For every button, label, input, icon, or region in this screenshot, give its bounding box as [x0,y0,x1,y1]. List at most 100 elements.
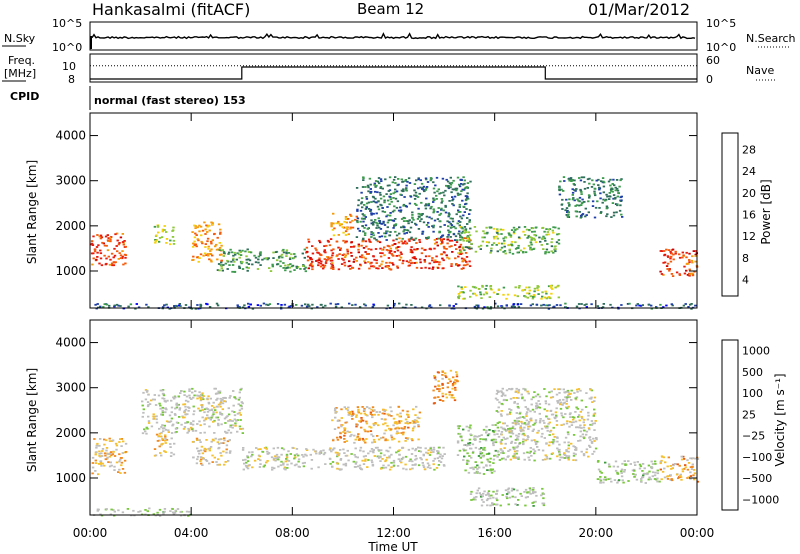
power-cell [240,262,243,265]
power-cell [467,231,471,234]
velocity-cell [430,449,433,451]
velocity-cell [669,465,672,467]
power-cell [403,196,406,198]
velocity-cell [223,400,226,402]
power-cell [650,304,653,307]
power-cell [192,242,195,245]
velocity-cell [556,447,559,450]
power-cell [289,270,292,273]
power-cell [330,249,333,252]
velocity-cell [155,433,159,436]
power-cell [593,192,596,195]
velocity-cell [585,392,588,394]
power-cell [276,303,280,305]
power-cell [565,198,568,201]
power-cell [405,187,408,189]
power-cell [441,234,445,237]
velocity-cell [368,407,371,410]
power-cell [323,258,326,260]
velocity-cell [440,457,444,460]
velocity-cell [208,449,211,452]
power-cell [392,239,395,242]
velocity-cell [357,408,360,411]
power-cell [361,213,364,215]
velocity-cell [503,422,506,425]
velocity-cell [562,388,565,391]
power-cell [495,244,498,246]
velocity-cell [154,454,158,457]
power-cell [209,250,212,252]
velocity-cell [501,494,504,496]
velocity-cell [371,406,375,409]
power-cell [688,259,691,261]
power-cell [504,236,508,239]
power-cell [376,180,380,183]
power-cell [364,261,367,264]
power-cell [609,184,612,187]
velocity-cell [523,422,527,424]
velocity-cell [400,427,403,430]
power-cell [307,267,310,270]
velocity-cell [593,450,596,453]
velocity-cell [613,479,617,481]
power-cell [121,250,124,252]
power-cell [547,304,550,307]
velocity-cell [331,419,334,422]
velocity-cell [146,405,150,408]
power-cell [309,258,312,261]
power-cell [307,240,311,243]
frequency-panel-frame [89,53,698,83]
velocity-cell [196,455,200,458]
power-cell [428,267,431,270]
velocity-cell [234,424,237,427]
velocity-cell [530,403,533,406]
velocity-cell [534,491,537,493]
velocity-cell [653,474,657,477]
power-cell [364,304,367,307]
velocity-cell [484,438,487,441]
velocity-cell [238,412,241,414]
power-cell [355,256,358,259]
velocity-cell [552,426,555,429]
power-cell [591,200,595,203]
power-cell [394,182,397,184]
velocity-cell [588,397,591,400]
velocity-cell [656,472,660,475]
power-cell [366,184,370,187]
velocity-cell [572,445,575,448]
velocity-cell [575,396,579,399]
power-cell [248,259,252,262]
power-cell [442,245,446,248]
velocity-cell [344,464,348,467]
velocity-cell [509,458,512,461]
power-cell [367,248,370,250]
power-cell [359,255,362,258]
power-cell [614,203,618,205]
power-cell [478,288,481,290]
velocity-cell [602,481,605,484]
velocity-cell [633,461,636,464]
power-cell [665,304,668,307]
power-cell [259,304,262,307]
velocity-cell [555,414,558,417]
velocity-cell [432,463,435,466]
power-cell [448,182,452,185]
velocity-cell [554,411,558,414]
power-cell [197,260,200,263]
power-cell [519,249,523,252]
velocity-cell [511,387,514,390]
power-cell [573,179,576,182]
velocity-cell [638,463,642,466]
velocity-cell [433,468,436,471]
velocity-cell [398,449,401,452]
velocity-cell [437,464,441,466]
velocity-cell [400,461,403,464]
power-cell [396,249,400,252]
power-cell [247,305,251,308]
velocity-cell [174,414,177,416]
power-cell [466,197,469,199]
power-cell [567,178,570,180]
power-cell [338,223,341,225]
velocity-cell [608,465,611,468]
velocity-cell [590,442,594,444]
